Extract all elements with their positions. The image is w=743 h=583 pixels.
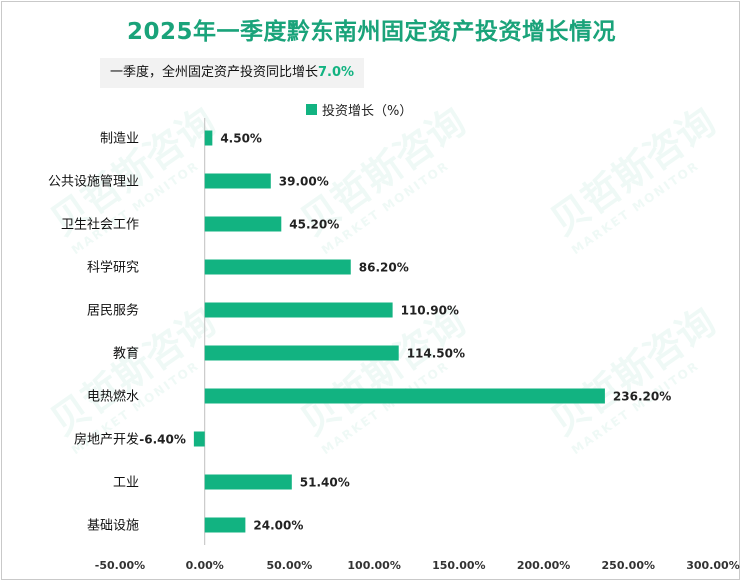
- chart-subtitle: 一季度，全州固定资产投资同比增长7.0%: [100, 58, 365, 88]
- data-label: 39.00%: [279, 175, 329, 189]
- data-label: 86.20%: [359, 261, 409, 275]
- subtitle-value: 7.0%: [318, 65, 355, 80]
- x-tick-label: -50.00%: [95, 559, 145, 572]
- category-label: 卫生社会工作: [61, 217, 139, 233]
- category-label: 基础设施: [87, 519, 139, 534]
- x-tick-label: 300.00%: [686, 559, 739, 572]
- bar-10: [204, 517, 246, 533]
- legend-swatch: [306, 104, 317, 115]
- bar-8: [193, 431, 205, 447]
- x-tick-label: 200.00%: [517, 559, 570, 572]
- data-label: 110.90%: [401, 304, 459, 318]
- category-label: 教育: [113, 346, 139, 362]
- x-tick-label: 50.00%: [267, 559, 313, 572]
- data-label: -6.40%: [139, 433, 186, 447]
- category-label: 工业: [113, 476, 139, 491]
- data-label: 45.20%: [289, 218, 339, 232]
- x-tick-label: 0.00%: [186, 559, 224, 572]
- bar-4: [204, 259, 351, 275]
- bar-3: [204, 216, 282, 232]
- category-label: 电热燃水: [87, 389, 139, 405]
- x-tick-label: 100.00%: [347, 559, 400, 572]
- bar-2: [204, 173, 271, 189]
- subtitle-text: 一季度，全州固定资产投资同比增长: [110, 65, 319, 80]
- category-label: 制造业: [100, 132, 139, 147]
- data-label: 51.40%: [300, 476, 350, 490]
- x-tick-label: 250.00%: [602, 559, 655, 572]
- x-tick-label: 150.00%: [432, 559, 485, 572]
- bar-6: [204, 345, 399, 361]
- category-label: 科学研究: [87, 260, 139, 276]
- data-label: 114.50%: [407, 347, 465, 361]
- bar-7: [204, 388, 605, 404]
- chart-title: 2025年一季度黔东南州固定资产投资增长情况: [126, 19, 616, 45]
- data-label: 4.50%: [220, 132, 262, 146]
- data-label: 24.00%: [253, 519, 303, 533]
- bar-5: [204, 302, 393, 318]
- category-label: 房地产开发: [74, 432, 139, 448]
- bar-1: [204, 130, 213, 146]
- chart-legend: 投资增长（%）: [306, 100, 412, 119]
- legend-label: 投资增长（%）: [322, 104, 413, 119]
- bar-9: [204, 474, 292, 490]
- category-label: 公共设施管理业: [48, 175, 139, 190]
- data-label: 236.20%: [613, 390, 671, 404]
- category-label: 居民服务: [87, 303, 139, 319]
